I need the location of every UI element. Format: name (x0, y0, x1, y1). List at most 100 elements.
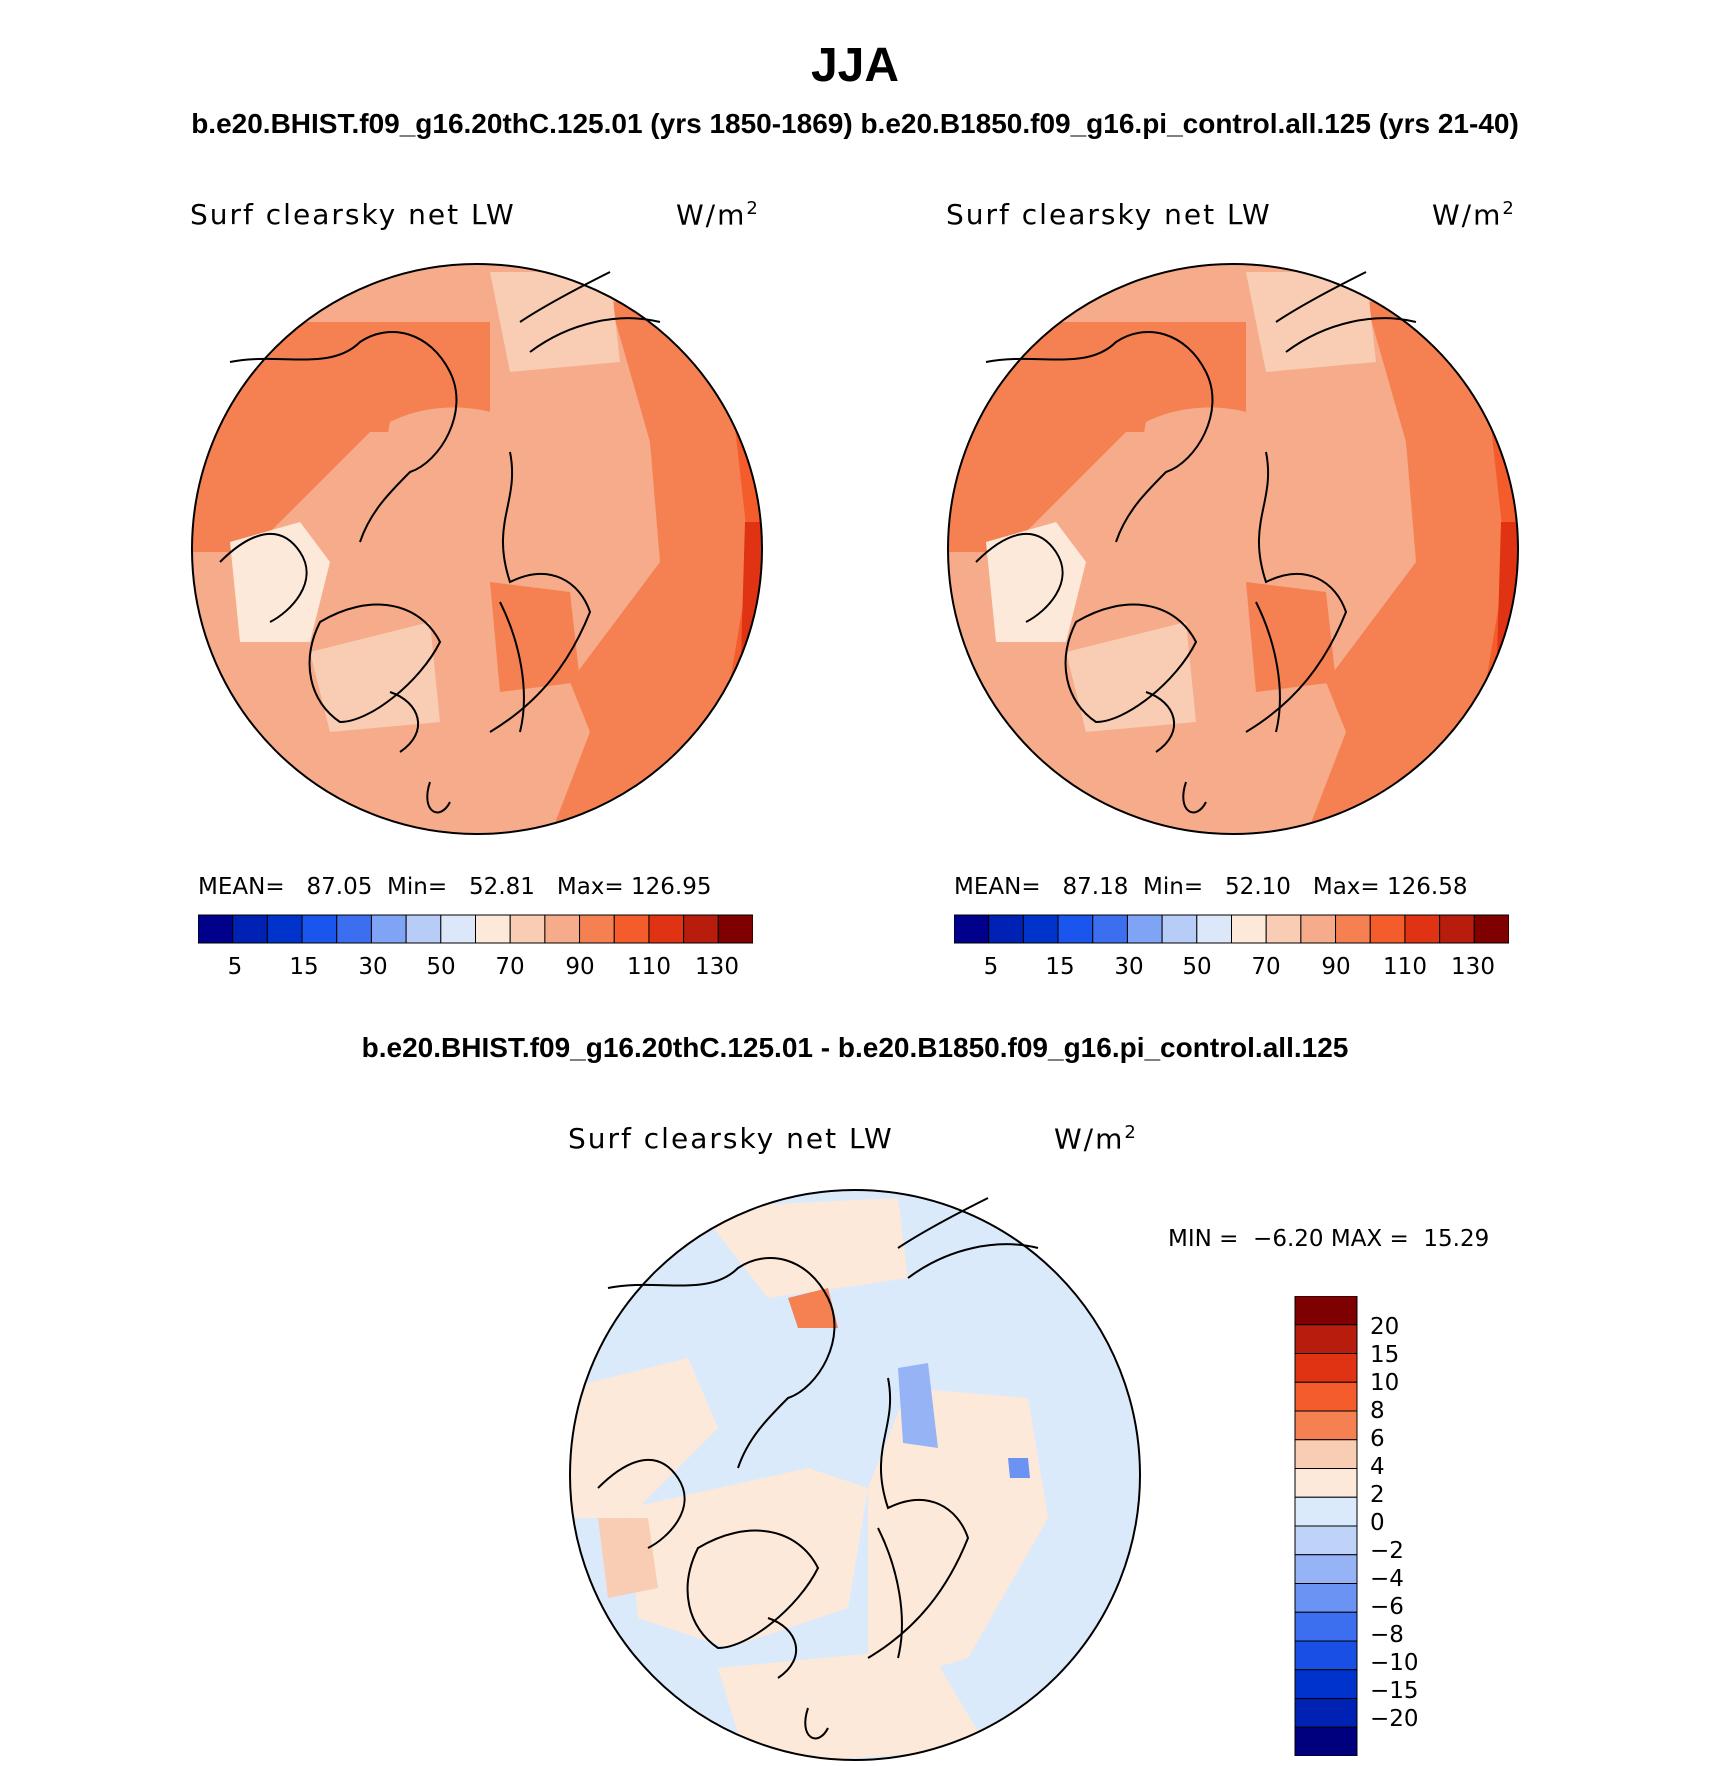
diff-tick-label: −4 (1370, 1566, 1404, 1592)
diff-tick-label: −6 (1370, 1594, 1404, 1620)
right-field-scandinavia (1246, 582, 1336, 692)
right-colorbar-boxes (954, 914, 1509, 944)
diff-tick-label: 0 (1370, 1510, 1385, 1536)
diff-tick-label: 10 (1370, 1370, 1400, 1396)
left-tick-label: 130 (695, 954, 739, 980)
left-tick-label: 90 (565, 954, 595, 980)
colorbar-box (1294, 1324, 1358, 1354)
right-tick-label: 130 (1451, 954, 1495, 980)
diff-colorbar (1294, 1296, 1358, 1756)
left-tick-label: 50 (426, 954, 456, 980)
right-units-label: W/m2 (1432, 198, 1516, 232)
right-field-east (1306, 302, 1518, 834)
left-field-arctic (384, 407, 552, 562)
diff-field-north (698, 1198, 908, 1298)
left-field-scandinavia (490, 582, 580, 692)
left-tick-label: 70 (495, 954, 525, 980)
left-tick-label: 110 (627, 954, 671, 980)
colorbar-box (1294, 1583, 1358, 1613)
right-colorbar-ticks: 5 15 30 50 70 90 110 130 (954, 954, 1509, 984)
diff-tick-label: −10 (1370, 1650, 1419, 1676)
right-tick-label: 70 (1251, 954, 1281, 980)
diff-units-label: W/m2 (1054, 1122, 1138, 1156)
colorbar-box (1294, 1496, 1358, 1527)
figure-title: JJA (810, 39, 900, 92)
left-map-border (191, 263, 763, 835)
colorbar-box (1196, 914, 1232, 944)
diff-field-eurasia (868, 1388, 1048, 1688)
colorbar-box (579, 914, 615, 944)
diff-field-coolspot (898, 1363, 938, 1448)
diff-tick-label: 20 (1370, 1314, 1400, 1340)
colorbar-box (1057, 914, 1094, 944)
left-tick-label: 15 (289, 954, 319, 980)
colorbar-box (1231, 914, 1267, 944)
colorbar-box (232, 914, 268, 944)
colorbar-box (1294, 1525, 1358, 1556)
right-field-canada (1066, 622, 1196, 732)
colorbar-box (1294, 1468, 1358, 1498)
diff-field-europe (718, 1648, 988, 1760)
left-tick-label: 30 (358, 954, 388, 980)
colorbar-box (301, 914, 338, 944)
left-tick-label: 5 (227, 954, 243, 980)
diff-tick-label: −20 (1370, 1706, 1419, 1732)
colorbar-box (717, 914, 753, 944)
left-polar-map (191, 263, 763, 835)
colorbar-box (370, 914, 407, 944)
colorbar-box (1294, 1698, 1358, 1728)
right-stats: MEAN= 87.18 Min= 52.10 Max= 126.58 (954, 874, 1468, 900)
colorbar-box (1294, 1554, 1358, 1584)
colorbar-box (1473, 914, 1509, 944)
left-field-siberia (192, 322, 490, 552)
left-coastlines (219, 271, 661, 814)
left-stats: MEAN= 87.05 Min= 52.81 Max= 126.95 (198, 874, 712, 900)
right-tick-label: 15 (1045, 954, 1075, 980)
colorbar-box (1294, 1410, 1358, 1441)
diff-field-hotspot (788, 1288, 838, 1328)
colorbar-box (1300, 914, 1337, 944)
diff-field-west (570, 1358, 718, 1518)
colorbar-box (1022, 914, 1059, 944)
colorbar-box (954, 914, 990, 944)
colorbar-box (1335, 914, 1371, 944)
colorbar-box (1294, 1353, 1358, 1383)
colorbar-box (1369, 914, 1406, 944)
difference-polar-map (569, 1189, 1141, 1761)
right-tick-label: 30 (1114, 954, 1144, 980)
colorbar-box (988, 914, 1024, 944)
right-variable-label: Surf clearsky net LW (946, 198, 1272, 231)
right-coastlines (975, 271, 1417, 814)
right-tick-label: 110 (1383, 954, 1427, 980)
diff-field-alaska-warm (598, 1518, 658, 1598)
right-map-border (947, 263, 1519, 835)
diff-variable-label: Surf clearsky net LW (568, 1122, 894, 1155)
colorbar-box (544, 914, 581, 944)
colorbar-box (1294, 1381, 1358, 1412)
diff-colorbar-ticks: 20 15 10 8 6 4 2 0 −2 −4 −6 −8 −10 −15 −… (1370, 1296, 1460, 1756)
colorbar-box (1294, 1726, 1358, 1756)
right-field-pacific (1246, 272, 1376, 372)
left-field-canada (310, 622, 440, 732)
colorbar-box (1294, 1611, 1358, 1642)
colorbar-box (648, 914, 685, 944)
left-field-east (550, 302, 762, 834)
colorbar-box (1439, 914, 1475, 944)
colorbar-box (336, 914, 372, 944)
diff-stats: MIN = −6.20 MAX = 15.29 (1168, 1226, 1490, 1252)
colorbar-box (198, 914, 234, 944)
diff-tick-label: 8 (1370, 1398, 1385, 1424)
colorbar-box (1126, 914, 1163, 944)
colorbar-box (440, 914, 476, 944)
colorbar-box (683, 914, 719, 944)
right-tick-label: 90 (1321, 954, 1351, 980)
left-field-pacific (490, 272, 620, 372)
colorbar-box (1265, 914, 1302, 944)
colorbar-box (613, 914, 650, 944)
colorbar-box (509, 914, 546, 944)
right-field-alaska (986, 522, 1086, 642)
left-colorbar (198, 914, 753, 944)
colorbar-box (1161, 914, 1198, 944)
colorbar-box (1404, 914, 1441, 944)
difference-subtitle: b.e20.BHIST.f09_g16.20thC.125.01 - b.e20… (361, 1032, 1349, 1063)
